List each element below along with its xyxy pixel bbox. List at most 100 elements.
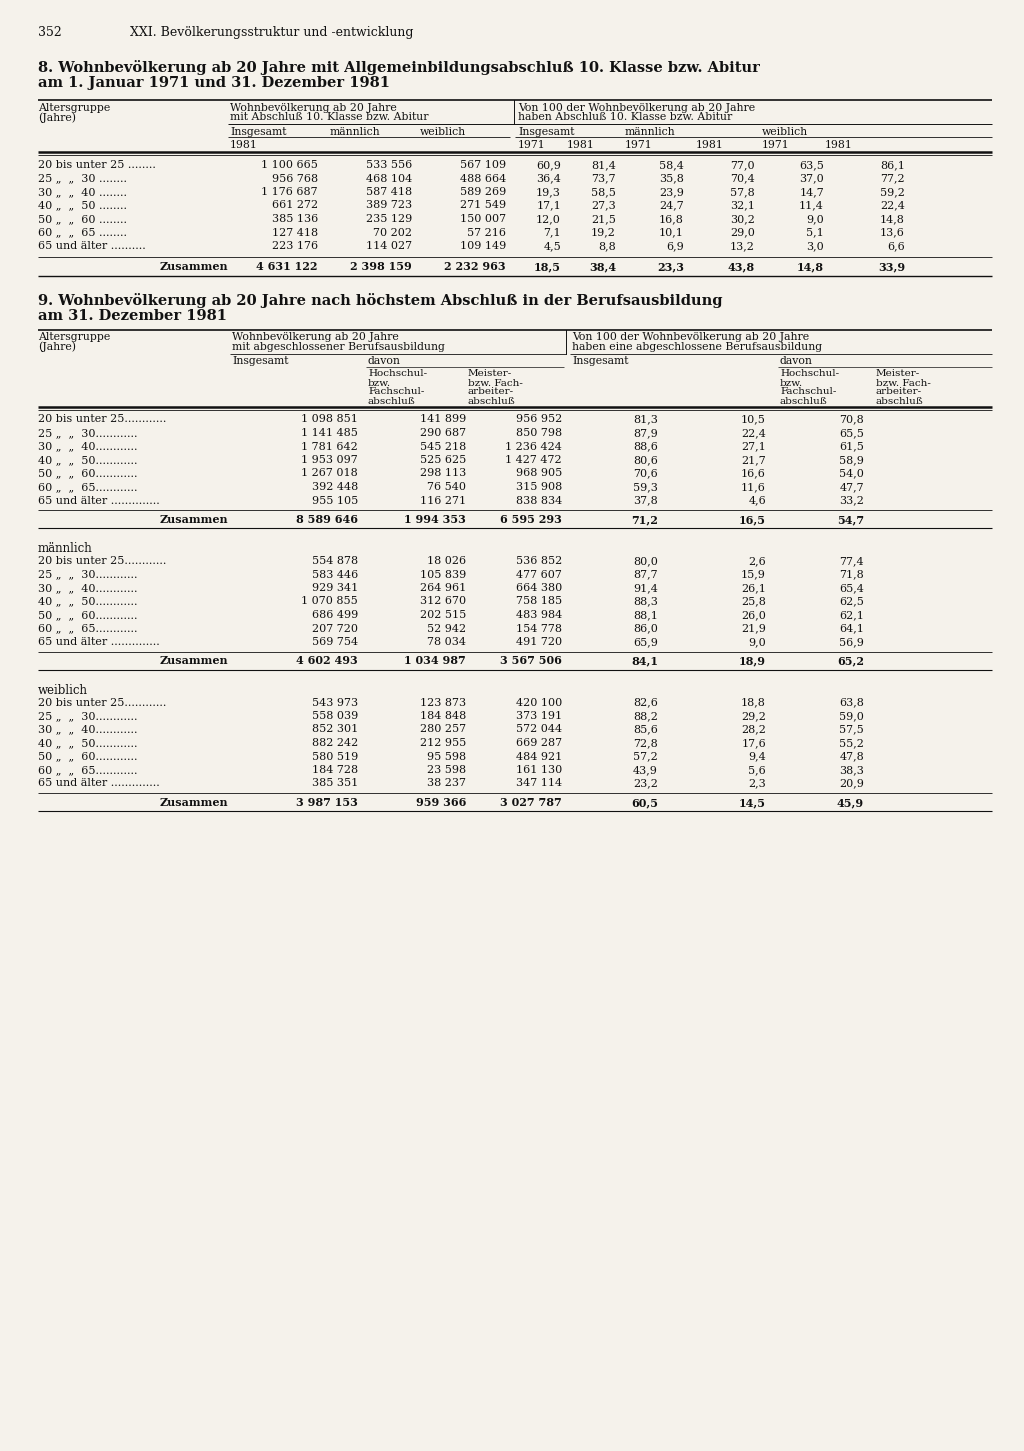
- Text: Insgesamt: Insgesamt: [518, 128, 574, 136]
- Text: 8,8: 8,8: [598, 241, 616, 251]
- Text: 61,5: 61,5: [839, 441, 864, 451]
- Text: 60 „  „  65............: 60 „ „ 65............: [38, 765, 137, 775]
- Text: 184 728: 184 728: [312, 765, 358, 775]
- Text: 959 366: 959 366: [416, 797, 466, 808]
- Text: 81,4: 81,4: [591, 160, 616, 170]
- Text: 589 269: 589 269: [460, 187, 506, 197]
- Text: 20 bis unter 25............: 20 bis unter 25............: [38, 698, 166, 708]
- Text: 12,0: 12,0: [537, 213, 561, 223]
- Text: 2,3: 2,3: [749, 779, 766, 788]
- Text: 123 873: 123 873: [420, 698, 466, 708]
- Text: 35,8: 35,8: [659, 174, 684, 183]
- Text: 30 „  „  40 ........: 30 „ „ 40 ........: [38, 187, 127, 197]
- Text: 4 602 493: 4 602 493: [296, 656, 358, 666]
- Text: 758 185: 758 185: [516, 596, 562, 607]
- Text: 32,1: 32,1: [730, 200, 755, 210]
- Text: 30 „  „  40............: 30 „ „ 40............: [38, 724, 137, 734]
- Text: 52 942: 52 942: [427, 624, 466, 634]
- Text: 1 100 665: 1 100 665: [261, 160, 318, 170]
- Text: 71,2: 71,2: [631, 514, 658, 525]
- Text: weiblich: weiblich: [420, 128, 466, 136]
- Text: 70,8: 70,8: [840, 415, 864, 425]
- Text: 2 398 159: 2 398 159: [350, 261, 412, 273]
- Text: 91,4: 91,4: [633, 583, 658, 593]
- Text: 30 „  „  40............: 30 „ „ 40............: [38, 441, 137, 451]
- Text: 1981: 1981: [230, 139, 258, 149]
- Text: 1 141 485: 1 141 485: [301, 428, 358, 438]
- Text: 22,4: 22,4: [880, 200, 905, 210]
- Text: 5,1: 5,1: [806, 228, 824, 238]
- Text: 1971: 1971: [762, 139, 790, 149]
- Text: 20 bis unter 25 ........: 20 bis unter 25 ........: [38, 160, 156, 170]
- Text: Meister-: Meister-: [876, 370, 921, 379]
- Text: 207 720: 207 720: [312, 624, 358, 634]
- Text: 88,2: 88,2: [633, 711, 658, 721]
- Text: 71,8: 71,8: [840, 569, 864, 579]
- Text: 29,2: 29,2: [741, 711, 766, 721]
- Text: 1981: 1981: [825, 139, 853, 149]
- Text: 2 232 963: 2 232 963: [444, 261, 506, 273]
- Text: 956 952: 956 952: [516, 415, 562, 425]
- Text: haben eine abgeschlossene Berufsausbildung: haben eine abgeschlossene Berufsausbildu…: [572, 341, 822, 351]
- Text: 18 026: 18 026: [427, 556, 466, 566]
- Text: 1 953 097: 1 953 097: [301, 456, 358, 464]
- Text: 54,0: 54,0: [839, 469, 864, 479]
- Text: 569 754: 569 754: [312, 637, 358, 647]
- Text: 1 236 424: 1 236 424: [505, 441, 562, 451]
- Text: 4,6: 4,6: [749, 495, 766, 505]
- Text: 8. Wohnbevölkerung ab 20 Jahre mit Allgemeinbildungsabschluß 10. Klasse bzw. Abi: 8. Wohnbevölkerung ab 20 Jahre mit Allge…: [38, 59, 760, 75]
- Text: 161 130: 161 130: [516, 765, 562, 775]
- Text: am 31. Dezember 1981: am 31. Dezember 1981: [38, 309, 227, 324]
- Text: 1971: 1971: [518, 139, 546, 149]
- Text: 583 446: 583 446: [311, 569, 358, 579]
- Text: 21,5: 21,5: [591, 213, 616, 223]
- Text: Insgesamt: Insgesamt: [230, 128, 287, 136]
- Text: männlich: männlich: [625, 128, 676, 136]
- Text: 290 687: 290 687: [420, 428, 466, 438]
- Text: Zusammen: Zusammen: [160, 261, 228, 273]
- Text: bzw. Fach-: bzw. Fach-: [468, 379, 523, 387]
- Text: 127 418: 127 418: [272, 228, 318, 238]
- Text: 352: 352: [38, 26, 61, 39]
- Text: 60 „  „  65 ........: 60 „ „ 65 ........: [38, 228, 127, 238]
- Text: 9,4: 9,4: [749, 752, 766, 762]
- Text: 587 418: 587 418: [366, 187, 412, 197]
- Text: 882 242: 882 242: [311, 739, 358, 749]
- Text: 30 „  „  40............: 30 „ „ 40............: [38, 583, 137, 593]
- Text: 468 104: 468 104: [366, 174, 412, 183]
- Text: 385 351: 385 351: [311, 779, 358, 788]
- Text: 55,2: 55,2: [839, 739, 864, 749]
- Text: 9,0: 9,0: [749, 637, 766, 647]
- Text: 373 191: 373 191: [516, 711, 562, 721]
- Text: 60 „  „  65............: 60 „ „ 65............: [38, 482, 137, 492]
- Text: 14,7: 14,7: [800, 187, 824, 197]
- Text: 23,9: 23,9: [659, 187, 684, 197]
- Text: 838 834: 838 834: [516, 495, 562, 505]
- Text: 87,7: 87,7: [634, 569, 658, 579]
- Text: 114 027: 114 027: [366, 241, 412, 251]
- Text: Zusammen: Zusammen: [160, 797, 228, 808]
- Text: 26,0: 26,0: [741, 609, 766, 620]
- Text: 3 567 506: 3 567 506: [500, 656, 562, 666]
- Text: davon: davon: [368, 357, 400, 367]
- Text: 929 341: 929 341: [311, 583, 358, 593]
- Text: 14,8: 14,8: [880, 213, 905, 223]
- Text: 9. Wohnbevölkerung ab 20 Jahre nach höchstem Abschluß in der Berufsausbildung: 9. Wohnbevölkerung ab 20 Jahre nach höch…: [38, 293, 723, 309]
- Text: 5,6: 5,6: [749, 765, 766, 775]
- Text: 4 631 122: 4 631 122: [256, 261, 318, 273]
- Text: 37,0: 37,0: [800, 174, 824, 183]
- Text: 212 955: 212 955: [420, 739, 466, 749]
- Text: 56,9: 56,9: [839, 637, 864, 647]
- Text: 385 136: 385 136: [271, 213, 318, 223]
- Text: 59,2: 59,2: [880, 187, 905, 197]
- Text: 1981: 1981: [567, 139, 595, 149]
- Text: 62,1: 62,1: [839, 609, 864, 620]
- Text: 669 287: 669 287: [516, 739, 562, 749]
- Text: abschluß: abschluß: [876, 396, 924, 405]
- Text: 1 034 987: 1 034 987: [404, 656, 466, 666]
- Text: 4,5: 4,5: [544, 241, 561, 251]
- Text: 65,9: 65,9: [633, 637, 658, 647]
- Text: 558 039: 558 039: [311, 711, 358, 721]
- Text: 23,3: 23,3: [657, 261, 684, 273]
- Text: 33,2: 33,2: [839, 495, 864, 505]
